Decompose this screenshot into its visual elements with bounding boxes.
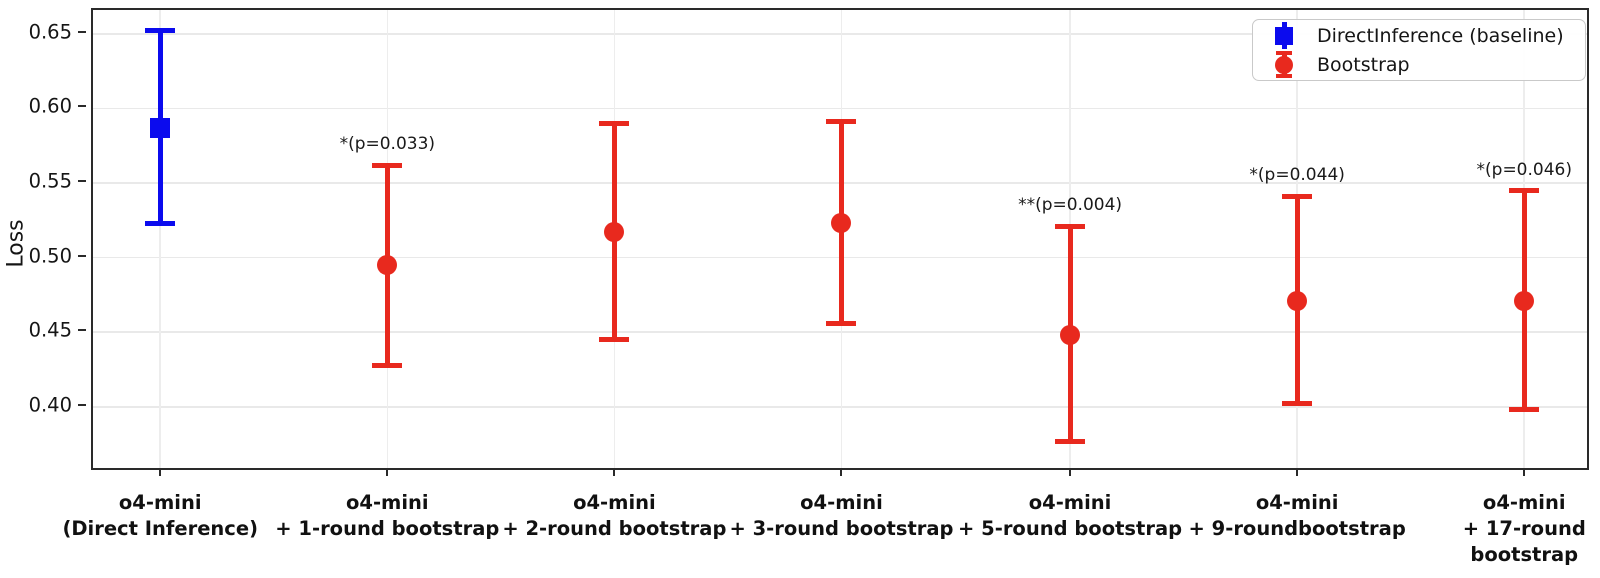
- y-tick-label: 0.40: [28, 393, 72, 417]
- x-tick-label-line: o4-mini: [118, 491, 202, 514]
- v-gridline: [159, 10, 162, 468]
- x-tick-mark: [613, 468, 616, 476]
- square-marker-icon: [1275, 26, 1293, 45]
- x-tick-label-line: o4-mini: [1482, 491, 1566, 514]
- circle-marker: [1060, 325, 1081, 346]
- x-axis: o4-mini (Direct Inference) o4-mini + 1-roun…: [62, 484, 1587, 576]
- circle-marker: [377, 255, 398, 276]
- x-tick-label: o4-mini + 3-round bootstrap: [729, 490, 953, 542]
- errorbar-cap-top: [372, 162, 403, 168]
- legend-entry-bootstrap: Bootstrap: [1261, 51, 1577, 78]
- h-gridline: [93, 107, 1587, 110]
- y-tick-mark: [78, 403, 86, 406]
- x-tick-label-line: o4-mini: [800, 491, 883, 514]
- y-tick-label: 0.55: [28, 169, 72, 193]
- x-tick-label-line: o4-mini: [345, 491, 429, 514]
- x-tick-mark: [159, 468, 162, 476]
- errorbar-cap-bottom: [599, 337, 630, 343]
- errorbar-cap-bottom: [826, 320, 857, 326]
- errorbar-cap-bottom: [1509, 407, 1540, 413]
- errorbar-cap-top: [145, 28, 176, 34]
- x-tick-label-line: + 1-round bootstrap: [275, 517, 500, 540]
- errorbar-cap-top: [599, 120, 630, 126]
- x-tick-mark: [1523, 468, 1526, 476]
- errorbar-cap-bottom: [372, 362, 403, 368]
- y-tick-mark: [78, 180, 86, 183]
- x-tick-label: o4-mini + 9-roundbootstrap: [1189, 490, 1406, 542]
- x-tick-label-line: + 9-roundbootstrap: [1188, 517, 1406, 540]
- significance-annotation: *(p=0.033): [339, 134, 436, 155]
- x-tick-label: o4-mini + 2-round bootstrap: [502, 490, 726, 542]
- y-tick-mark: [78, 105, 86, 108]
- x-tick-mark: [1069, 468, 1072, 476]
- legend-label: DirectInference (baseline): [1317, 24, 1564, 47]
- y-tick-label: 0.65: [28, 20, 72, 44]
- h-gridline: [93, 33, 1587, 35]
- x-tick-label: o4-mini + 5-round bootstrap: [958, 490, 1182, 542]
- errorbar-cap-top: [1055, 223, 1086, 229]
- y-tick-mark: [78, 30, 86, 33]
- circle-marker: [1287, 290, 1308, 311]
- legend-cap: [1276, 74, 1292, 78]
- baseline-errorbar-icon: [1273, 22, 1295, 49]
- x-tick-mark: [840, 468, 843, 476]
- significance-annotation: *(p=0.044): [1249, 165, 1345, 186]
- plot-area: *(p=0.033) **(p=0.004) *(p=0.044) *(p=0.046…: [91, 8, 1589, 476]
- errorbar-cap-top: [1282, 193, 1313, 199]
- y-tick-mark: [78, 329, 86, 332]
- x-tick-label-line: + 3-round bootstrap: [729, 517, 954, 540]
- circle-marker-icon: [1275, 55, 1293, 74]
- bootstrap-errorbar-icon: [1273, 51, 1295, 78]
- circle-marker: [1514, 290, 1535, 311]
- x-tick-label: o4-mini (Direct Inference): [62, 490, 258, 542]
- errorbar-cap-top: [1509, 188, 1540, 193]
- y-tick-label: 0.50: [28, 244, 72, 268]
- x-tick-label-line: o4-mini: [1255, 491, 1339, 514]
- significance-annotation: **(p=0.004): [1018, 195, 1123, 216]
- x-tick-mark: [1296, 468, 1299, 476]
- x-tick-label-line: (Direct Inference): [62, 517, 258, 540]
- legend-label: Bootstrap: [1317, 53, 1410, 76]
- legend-cap: [1276, 51, 1292, 55]
- errorbar-cap-top: [826, 119, 857, 125]
- h-gridline: [93, 406, 1587, 408]
- x-tick-label-line: o4-mini: [573, 491, 656, 514]
- x-tick-label-line: + 17-round: [1462, 517, 1586, 540]
- x-tick-label: o4-mini + 1-round bootstrap: [275, 490, 499, 542]
- h-gridline: [93, 331, 1587, 334]
- errorbar-cap-bottom: [145, 220, 176, 226]
- x-tick-label-line: + 2-round bootstrap: [502, 517, 727, 540]
- significance-annotation: *(p=0.046): [1476, 159, 1572, 180]
- square-marker: [150, 117, 171, 138]
- x-tick-label-line: bootstrap: [1470, 543, 1579, 566]
- y-tick-label: 0.45: [28, 318, 72, 342]
- x-tick-label-line: o4-mini: [1028, 491, 1112, 514]
- errorbar-cap-bottom: [1055, 438, 1086, 444]
- y-tick-label: 0.60: [28, 94, 72, 118]
- circle-marker: [604, 222, 625, 243]
- y-tick-mark: [78, 254, 86, 257]
- legend: DirectInference (baseline) Bootstrap: [1252, 19, 1586, 81]
- legend-entry-baseline: DirectInference (baseline): [1261, 22, 1577, 49]
- x-tick-label-line: + 5-round bootstrap: [958, 517, 1183, 540]
- x-tick-mark: [386, 468, 389, 476]
- y-axis: 0.40 0.45 0.50 0.55 0.60 0.65: [0, 8, 86, 470]
- x-tick-label: o4-mini + 17-round bootstrap: [1463, 490, 1586, 568]
- circle-marker: [831, 213, 852, 234]
- errorbar-cap-bottom: [1282, 401, 1313, 407]
